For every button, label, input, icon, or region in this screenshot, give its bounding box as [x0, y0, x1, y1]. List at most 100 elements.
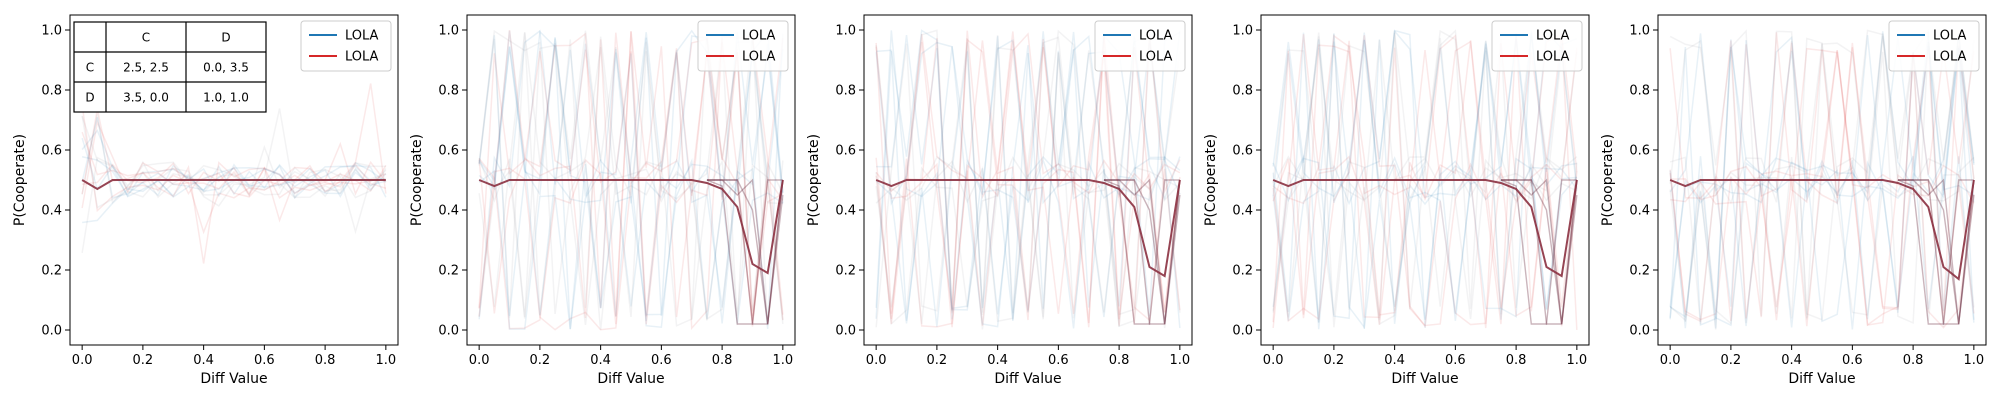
faint-run-line — [876, 31, 1181, 315]
collapse-run-line — [706, 178, 784, 325]
y-tick-label: 0.2 — [1232, 264, 1253, 279]
payoff-table: C D C 2.5, 2.5 0.0, 3.5 D 3.5, 0.0 1.0, 1.0 — [73, 21, 267, 113]
x-tick-label: 0.2 — [133, 353, 154, 368]
legend: LOLA LOLA — [1094, 20, 1186, 72]
legend-label: LOLA — [1536, 29, 1570, 44]
x-tick-label: 0.2 — [530, 353, 551, 368]
mean-curve-line — [478, 179, 784, 275]
x-tick-label: 0.2 — [1324, 353, 1345, 368]
legend-label: LOLA — [1933, 29, 1967, 44]
faint-run-line — [81, 109, 387, 264]
y-tick-label: 1.0 — [41, 24, 62, 39]
faint-run-line — [478, 30, 784, 321]
mean-curve-line — [875, 179, 1181, 278]
y-axis-label: P(Cooperate) — [806, 134, 822, 226]
x-tick-label: 0.4 — [987, 353, 1008, 368]
chart-panel-2: 0.0 0.2 0.4 0.6 0.8 1.0 0.0 0.2 0.4 0.6 0.8 1.0 Diff… — [409, 14, 796, 387]
x-tick-label: 0.8 — [315, 353, 336, 368]
y-tick-label: 0.4 — [438, 204, 459, 219]
y-axis-label: P(Cooperate) — [409, 134, 425, 226]
y-tick-label: 0.6 — [835, 144, 856, 159]
collapse-run-line — [1500, 179, 1577, 325]
collapse-run-line — [1897, 179, 1975, 325]
y-tick-label: 0.6 — [438, 144, 459, 159]
legend: LOLA LOLA — [697, 20, 789, 72]
payoff-col-header: D — [221, 31, 230, 45]
y-tick-label: 0.8 — [1629, 84, 1650, 99]
axes-frame — [466, 14, 796, 346]
legend-label: LOLA — [345, 50, 379, 65]
collapse-run-line — [1103, 179, 1180, 325]
y-axis-label: P(Cooperate) — [12, 134, 28, 226]
x-tick-label: 0.8 — [1109, 353, 1130, 368]
faint-run-line — [82, 163, 386, 224]
faint-run-line — [1669, 31, 1975, 318]
faint-run-line — [1272, 32, 1578, 323]
legend-label: LOLA — [1139, 50, 1173, 65]
x-tick-label: 0.6 — [1445, 353, 1466, 368]
payoff-cell: 1.0, 1.0 — [203, 91, 249, 105]
faint-run-line — [478, 30, 784, 321]
legend-box — [300, 20, 392, 72]
collapse-run-line — [1500, 178, 1578, 325]
x-tick-label: 0.8 — [712, 353, 733, 368]
faint-run-line — [81, 156, 387, 253]
y-tick-label: 0.0 — [1629, 324, 1650, 339]
legend-box — [1094, 20, 1186, 72]
x-tick-label: 0.8 — [1506, 353, 1527, 368]
faint-run-line — [1272, 39, 1578, 329]
collapse-run-line — [1103, 179, 1181, 325]
x-tick-label: 0.8 — [1903, 353, 1924, 368]
mean-curve-line — [1669, 179, 1975, 281]
legend-label: LOLA — [742, 50, 776, 65]
axes-frame — [1260, 14, 1590, 346]
y-tick-label: 0.4 — [41, 204, 62, 219]
faint-run-line — [1272, 29, 1578, 325]
faint-run-line — [478, 31, 784, 330]
faint-run-line — [875, 37, 1181, 322]
x-tick-label: 1.0 — [1170, 353, 1191, 368]
payoff-row-label: C — [86, 61, 94, 75]
legend: LOLA LOLA — [1888, 20, 1980, 72]
faint-run-line — [1669, 46, 1975, 330]
legend-box — [1491, 20, 1583, 72]
faint-run-line — [1272, 34, 1578, 328]
faint-run-line — [875, 30, 1181, 327]
payoff-cell: 0.0, 3.5 — [203, 61, 249, 75]
legend: LOLA LOLA — [1491, 20, 1583, 72]
plot-area — [1272, 29, 1578, 330]
x-tick-label: 0.4 — [590, 353, 611, 368]
y-axis-label: P(Cooperate) — [1600, 134, 1616, 226]
y-tick-label: 0.0 — [1232, 324, 1253, 339]
faint-run-line — [1272, 32, 1578, 327]
x-tick-label: 0.2 — [1721, 353, 1742, 368]
faint-run-line — [876, 29, 1181, 329]
plot-area — [875, 29, 1181, 330]
faint-run-line — [1669, 36, 1975, 322]
legend-label: LOLA — [345, 29, 379, 44]
faint-run-line — [1669, 33, 1975, 327]
faint-run-line — [875, 32, 1181, 330]
y-tick-label: 0.2 — [438, 264, 459, 279]
y-tick-label: 0.0 — [41, 324, 62, 339]
chart-panel-5: 0.0 0.2 0.4 0.6 0.8 1.0 0.0 0.2 0.4 0.6 0.8 1.0 Diff… — [1600, 14, 1987, 387]
legend-label: LOLA — [1536, 50, 1570, 65]
x-tick-label: 0.2 — [927, 353, 948, 368]
collapse-run-line — [1897, 179, 1974, 325]
faint-run-line — [1669, 35, 1975, 329]
y-tick-label: 1.0 — [835, 24, 856, 39]
x-tick-label: 1.0 — [1567, 353, 1588, 368]
legend-label: LOLA — [1139, 29, 1173, 44]
plot-area — [81, 83, 387, 264]
faint-run-line — [1670, 44, 1975, 327]
x-axis-label: Diff Value — [1788, 371, 1855, 387]
axes-frame — [1657, 14, 1987, 346]
y-tick-label: 0.0 — [438, 324, 459, 339]
x-tick-label: 0.0 — [1263, 353, 1284, 368]
x-tick-label: 0.0 — [469, 353, 490, 368]
x-tick-label: 0.4 — [1384, 353, 1405, 368]
x-tick-label: 1.0 — [1964, 353, 1985, 368]
faint-run-line — [875, 35, 1181, 328]
faint-run-line — [875, 34, 1181, 326]
